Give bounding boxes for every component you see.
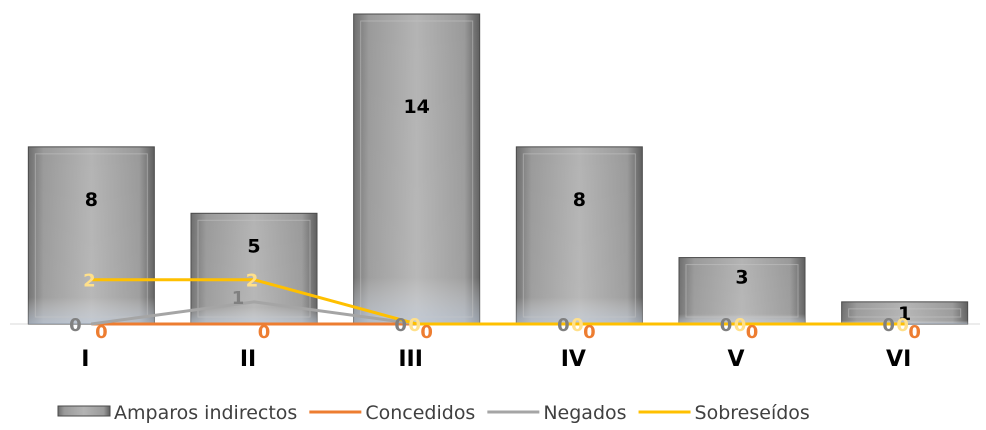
bar-sheen xyxy=(28,146,155,324)
bar-III xyxy=(353,13,481,325)
legend-label: Amparos indirectos xyxy=(114,402,297,424)
point-label-concedidos: 0 xyxy=(420,322,433,343)
legend-item: Amparos indirectos xyxy=(57,402,297,424)
line-sobrese-dos xyxy=(91,278,905,326)
point-label-concedidos: 0 xyxy=(583,322,596,343)
point-label-concedidos: 0 xyxy=(746,322,759,343)
category-label: VI xyxy=(886,347,911,372)
point-label-concedidos: 0 xyxy=(908,322,921,343)
bar-bevel xyxy=(522,153,636,318)
point-label-negados: 0 xyxy=(394,315,407,336)
category-label: IV xyxy=(561,347,586,372)
bar-value-label: 5 xyxy=(247,236,260,258)
bar-V xyxy=(678,257,806,325)
bar-bevel xyxy=(360,20,474,318)
bar-sheen xyxy=(516,146,643,324)
category-label: V xyxy=(727,347,744,372)
bar-value-label: 8 xyxy=(85,189,98,211)
point-label-negados: 0 xyxy=(720,315,733,336)
point-label-negados: 0 xyxy=(557,315,570,336)
bars-layer xyxy=(27,13,969,325)
legend-label: Negados xyxy=(543,402,626,424)
bar-bevel xyxy=(34,153,148,318)
point-label-sobrese-dos: 2 xyxy=(246,271,259,292)
point-label-concedidos: 0 xyxy=(95,322,108,343)
bar-sheen xyxy=(679,257,805,324)
point-label-negados: 0 xyxy=(882,315,895,336)
legend-item: Sobreseídos xyxy=(638,402,810,424)
bar-bevel xyxy=(848,308,962,318)
point-label-sobrese-dos: 0 xyxy=(571,315,584,336)
legend-item: Concedidos xyxy=(309,402,475,424)
point-label-sobrese-dos: 0 xyxy=(408,315,421,336)
bar-IV xyxy=(515,146,643,325)
point-label-sobrese-dos: 0 xyxy=(734,315,747,336)
point-label-negados: 1 xyxy=(232,288,245,309)
bar-bevel xyxy=(197,219,311,318)
bar-value-label: 3 xyxy=(735,267,748,289)
category-labels: I II III IV V VI xyxy=(81,347,911,372)
legend-label: Concedidos xyxy=(365,402,475,424)
category-label: II xyxy=(240,347,256,372)
bar-bevel xyxy=(685,264,799,318)
bar-value-label: 1 xyxy=(898,303,911,325)
legend-item: Negados xyxy=(487,402,627,424)
bar-sheen xyxy=(841,301,968,324)
point-label-concedidos: 0 xyxy=(258,322,271,343)
legend-label: Sobreseídos xyxy=(695,402,810,424)
bar-II xyxy=(190,212,318,325)
bar-sheen xyxy=(191,213,317,324)
lines-layer xyxy=(91,278,905,326)
category-label: I xyxy=(81,347,89,372)
point-label-sobrese-dos: 2 xyxy=(83,271,96,292)
bar-VI xyxy=(841,301,969,325)
legend-swatch-bar xyxy=(57,405,111,417)
point-label-sobrese-dos: 0 xyxy=(896,315,909,336)
legend: Amparos indirectos Concedidos Negados Sobre… xyxy=(57,402,810,424)
bar-sheen xyxy=(353,14,480,324)
bar-value-label: 8 xyxy=(573,189,586,211)
bar-value-label: 14 xyxy=(403,96,429,118)
category-label: III xyxy=(398,347,423,372)
point-label-negados: 0 xyxy=(69,315,82,336)
bar-I xyxy=(27,146,155,325)
